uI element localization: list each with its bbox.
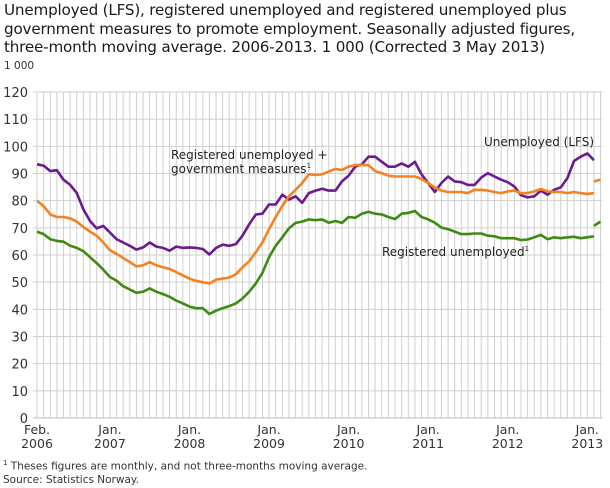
x-tick-label-year: 2011: [412, 436, 444, 451]
series-label-registered: Registered unemployed1: [382, 245, 529, 259]
chart-title: Unemployed (LFS), registered unemployed …: [4, 1, 575, 56]
x-tick-label-year: 2007: [94, 436, 126, 451]
series-line-2: [36, 209, 595, 316]
y-tick-label: 60: [11, 249, 28, 264]
gridlines: [33, 91, 603, 419]
y-tick-label: 20: [11, 358, 28, 373]
x-tick-label-year: 2006: [21, 436, 53, 451]
series-label-lfs: Unemployed (LFS): [484, 135, 594, 149]
series-monthly-segment-1: [593, 178, 601, 183]
y-tick-label: 70: [11, 222, 28, 237]
series-monthly-segment-2: [593, 220, 602, 227]
x-tick-label-year: 2008: [174, 436, 206, 451]
y-tick-label: 100: [3, 140, 28, 155]
x-tick-label-month: Jan.: [495, 422, 519, 437]
series-label-govt-line1: Registered unemployed +: [171, 148, 328, 162]
series-lines: [36, 152, 602, 316]
x-tick-label-month: Jan.: [177, 422, 201, 437]
series-line-0: [36, 152, 595, 256]
series-line-1: [36, 163, 595, 285]
footnote: 1 Theses figures are monthly, and not th…: [3, 459, 368, 473]
y-tick-label: 90: [11, 168, 28, 183]
x-tick-label-month: Feb.: [24, 422, 50, 437]
y-tick-label: 30: [11, 331, 28, 346]
x-tick-label-month: Jan.: [416, 422, 440, 437]
y-tick-label: 10: [11, 385, 28, 400]
source-note: Source: Statistics Norway.: [3, 474, 139, 486]
x-tick-label-year: 2009: [253, 436, 285, 451]
x-tick-label-month: Jan.: [575, 422, 599, 437]
y-tick-label: 120: [3, 86, 28, 101]
y-tick-label: 50: [11, 276, 28, 291]
y-tick-label: 80: [11, 195, 28, 210]
x-tick-label-year: 2012: [492, 436, 524, 451]
x-tick-label-month: Jan.: [336, 422, 360, 437]
x-tick-label-year: 2013: [571, 436, 603, 451]
series-label-govt-line2: government measures1: [171, 162, 311, 176]
y-axis-ticks: 0 10 20 30 40 50 60 70 80 90 100 110 120: [3, 86, 28, 427]
x-axis-ticks: Feb.2006Jan.2007Jan.2008Jan.2009Jan.2010…: [21, 422, 603, 451]
y-tick-label: 110: [3, 113, 28, 128]
x-tick-label-month: Jan.: [256, 422, 280, 437]
y-axis-unit-label: 1 000: [4, 60, 35, 72]
y-tick-label: 0: [20, 412, 28, 427]
x-tick-label-month: Jan.: [97, 422, 121, 437]
series-labels: Registered unemployed + government measu…: [171, 135, 594, 259]
x-tick-label-year: 2010: [333, 436, 365, 451]
y-tick-label: 40: [11, 303, 28, 318]
